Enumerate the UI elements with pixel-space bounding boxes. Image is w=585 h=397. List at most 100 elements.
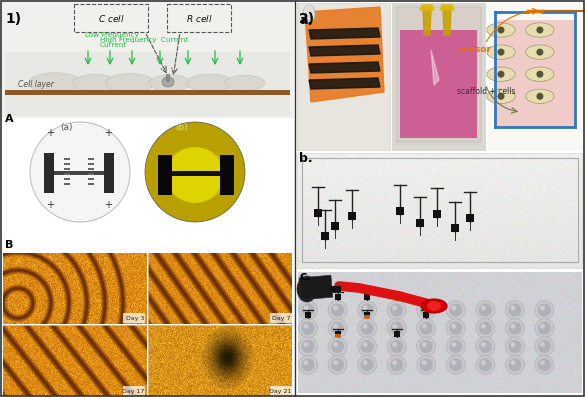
- Circle shape: [328, 355, 347, 374]
- Circle shape: [30, 122, 130, 222]
- Circle shape: [446, 301, 465, 320]
- Circle shape: [446, 355, 465, 374]
- Text: Day 7: Day 7: [273, 316, 291, 321]
- Circle shape: [449, 340, 462, 353]
- Bar: [172, 171, 220, 176]
- Bar: [64, 178, 70, 180]
- Ellipse shape: [487, 45, 515, 59]
- Circle shape: [538, 340, 551, 353]
- Circle shape: [538, 303, 551, 316]
- Ellipse shape: [149, 75, 191, 91]
- Ellipse shape: [487, 67, 515, 81]
- Bar: [5, 90, 290, 95]
- Circle shape: [328, 337, 347, 356]
- Bar: [335, 333, 340, 337]
- Circle shape: [446, 337, 465, 356]
- Bar: [400, 30, 477, 138]
- Bar: [44, 153, 54, 193]
- Circle shape: [479, 340, 492, 353]
- Bar: [5, 52, 290, 116]
- Circle shape: [510, 324, 515, 329]
- Bar: [466, 214, 474, 222]
- Bar: [88, 168, 94, 170]
- Bar: [64, 158, 70, 160]
- Circle shape: [333, 342, 338, 347]
- Circle shape: [422, 306, 426, 310]
- Circle shape: [392, 324, 397, 329]
- Bar: [423, 312, 429, 318]
- Bar: [314, 209, 322, 217]
- Bar: [64, 183, 70, 185]
- Bar: [305, 312, 311, 318]
- Circle shape: [449, 322, 462, 335]
- Circle shape: [357, 337, 377, 356]
- Circle shape: [422, 324, 426, 329]
- Circle shape: [510, 342, 515, 347]
- Bar: [416, 219, 424, 227]
- Bar: [451, 224, 459, 232]
- Bar: [158, 155, 172, 195]
- Circle shape: [535, 355, 554, 374]
- Polygon shape: [443, 8, 451, 35]
- Bar: [104, 153, 114, 193]
- Bar: [335, 330, 340, 337]
- Circle shape: [331, 303, 344, 316]
- Bar: [270, 386, 292, 396]
- Circle shape: [417, 337, 436, 356]
- Circle shape: [505, 355, 524, 374]
- Circle shape: [304, 306, 308, 310]
- Circle shape: [535, 301, 554, 320]
- Circle shape: [505, 319, 524, 338]
- Circle shape: [481, 360, 486, 365]
- Text: Day 17: Day 17: [122, 389, 144, 394]
- Bar: [487, 3, 583, 151]
- Circle shape: [481, 342, 486, 347]
- Bar: [64, 173, 70, 175]
- Text: Current: Current: [100, 42, 128, 48]
- Circle shape: [298, 337, 318, 356]
- Bar: [1, 1, 294, 396]
- Bar: [364, 312, 370, 318]
- Circle shape: [505, 337, 524, 356]
- Polygon shape: [309, 28, 380, 39]
- Circle shape: [479, 303, 492, 316]
- Polygon shape: [309, 45, 380, 56]
- Bar: [495, 20, 575, 127]
- Circle shape: [333, 360, 338, 365]
- Circle shape: [387, 355, 406, 374]
- Circle shape: [538, 322, 551, 335]
- Circle shape: [476, 355, 495, 374]
- Bar: [394, 297, 400, 301]
- Circle shape: [392, 306, 397, 310]
- Circle shape: [476, 337, 495, 356]
- Circle shape: [508, 303, 521, 316]
- Circle shape: [536, 27, 543, 33]
- Bar: [220, 155, 234, 195]
- Text: 1): 1): [5, 12, 21, 26]
- Text: High Frequency  Current: High Frequency Current: [100, 37, 188, 43]
- Bar: [392, 3, 486, 151]
- Ellipse shape: [29, 73, 81, 93]
- Bar: [297, 3, 391, 151]
- Circle shape: [422, 360, 426, 365]
- Bar: [348, 212, 356, 220]
- Circle shape: [333, 306, 338, 310]
- Circle shape: [301, 303, 315, 316]
- Bar: [296, 1, 584, 396]
- Circle shape: [145, 122, 245, 222]
- Circle shape: [387, 301, 406, 320]
- Circle shape: [360, 322, 374, 335]
- Circle shape: [304, 342, 308, 347]
- Text: (b): (b): [175, 123, 188, 132]
- Bar: [433, 210, 441, 218]
- Circle shape: [301, 322, 315, 335]
- Text: sensor: sensor: [457, 45, 491, 54]
- Circle shape: [422, 342, 426, 347]
- Circle shape: [535, 319, 554, 338]
- Text: B: B: [5, 240, 13, 250]
- Text: a.: a.: [299, 14, 312, 27]
- Bar: [331, 222, 339, 230]
- Circle shape: [538, 358, 551, 371]
- Circle shape: [387, 337, 406, 356]
- Bar: [88, 183, 94, 185]
